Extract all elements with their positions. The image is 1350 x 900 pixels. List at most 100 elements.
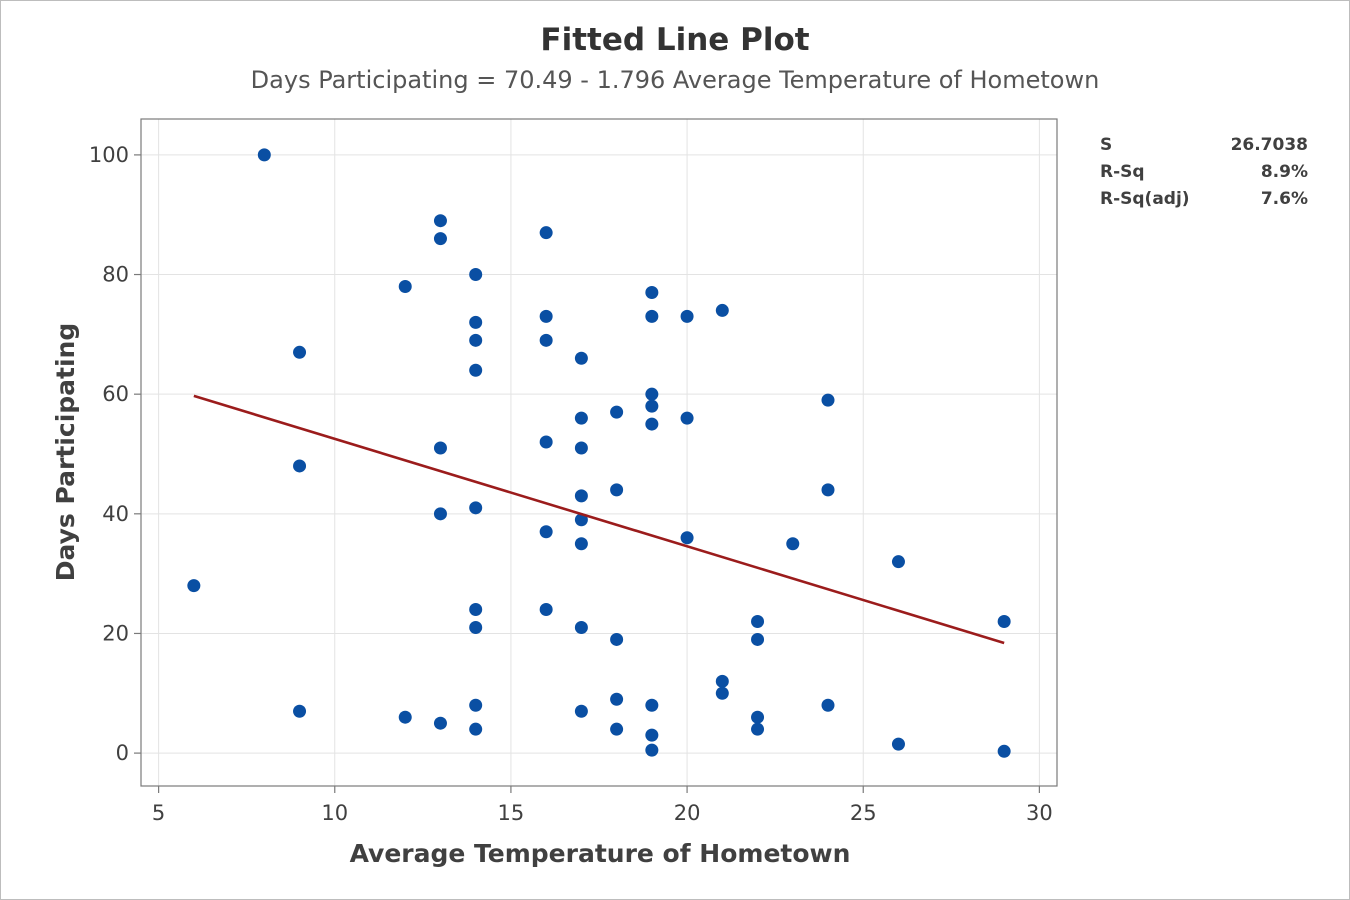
- data-point: [433, 716, 447, 730]
- model-summary: S 26.7038 R-Sq 8.9% R-Sq(adj) 7.6%: [1100, 132, 1308, 213]
- data-point: [751, 710, 765, 724]
- data-point: [645, 387, 659, 401]
- data-point: [293, 459, 307, 473]
- x-tick-label: 5: [152, 801, 165, 825]
- data-point: [715, 303, 729, 317]
- data-point: [574, 489, 588, 503]
- data-point: [469, 333, 483, 347]
- data-point: [574, 411, 588, 425]
- grid-lines: [141, 119, 1057, 786]
- y-tick-label: 20: [102, 621, 129, 645]
- data-point: [574, 620, 588, 634]
- data-point: [610, 632, 624, 646]
- y-tick-label: 100: [89, 143, 129, 167]
- data-point: [645, 399, 659, 413]
- data-point: [433, 441, 447, 455]
- data-point: [645, 728, 659, 742]
- data-point: [469, 363, 483, 377]
- data-point: [645, 698, 659, 712]
- y-axis-label: Days Participating: [51, 323, 80, 581]
- data-point: [574, 351, 588, 365]
- x-tick-label: 10: [321, 801, 348, 825]
- data-point: [539, 309, 553, 323]
- data-point: [539, 226, 553, 240]
- data-point: [891, 555, 905, 569]
- data-point: [891, 737, 905, 751]
- data-point: [469, 603, 483, 617]
- y-tick-label: 80: [102, 263, 129, 287]
- data-point: [293, 704, 307, 718]
- data-point: [574, 513, 588, 527]
- data-point: [645, 417, 659, 431]
- data-point: [469, 501, 483, 515]
- data-point: [680, 309, 694, 323]
- data-point: [821, 698, 835, 712]
- data-point: [433, 507, 447, 521]
- x-tick-label: 20: [674, 801, 701, 825]
- data-point: [469, 620, 483, 634]
- data-point: [257, 148, 271, 162]
- x-tick-label: 30: [1026, 801, 1053, 825]
- data-point: [539, 525, 553, 539]
- data-point: [398, 710, 412, 724]
- data-points: [187, 148, 1011, 758]
- x-axis-ticks: 5 10 15 20 25 30: [152, 786, 1053, 825]
- chart-subtitle: Days Participating = 70.49 - 1.796 Avera…: [250, 66, 1100, 94]
- data-point: [187, 579, 201, 593]
- data-point: [539, 435, 553, 449]
- data-point: [574, 704, 588, 718]
- data-point: [469, 722, 483, 736]
- x-tick-label: 15: [498, 801, 525, 825]
- data-point: [997, 614, 1011, 628]
- data-point: [574, 537, 588, 551]
- data-point: [469, 698, 483, 712]
- data-point: [751, 614, 765, 628]
- data-point: [645, 309, 659, 323]
- data-point: [786, 537, 800, 551]
- data-point: [610, 692, 624, 706]
- data-point: [821, 393, 835, 407]
- data-point: [680, 411, 694, 425]
- x-tick-label: 25: [850, 801, 877, 825]
- stat-label: S: [1100, 135, 1113, 155]
- data-point: [574, 441, 588, 455]
- data-point: [645, 743, 659, 757]
- data-point: [469, 268, 483, 282]
- data-point: [715, 674, 729, 688]
- stat-row-r-sq-adj: R-Sq(adj) 7.6%: [1100, 186, 1308, 213]
- stat-row-s: S 26.7038: [1100, 132, 1308, 159]
- chart-title: Fitted Line Plot: [540, 22, 810, 58]
- stat-label: R-Sq: [1100, 162, 1145, 182]
- data-point: [469, 315, 483, 329]
- data-point: [433, 232, 447, 246]
- stat-value: 7.6%: [1260, 189, 1308, 209]
- stat-row-r-sq: R-Sq 8.9%: [1100, 159, 1308, 186]
- plot-area: [140, 118, 1058, 787]
- data-point: [610, 405, 624, 419]
- y-tick-label: 40: [102, 502, 129, 526]
- data-point: [645, 285, 659, 299]
- x-axis-label: Average Temperature of Hometown: [350, 839, 851, 868]
- data-point: [680, 531, 694, 545]
- data-point: [751, 632, 765, 646]
- data-point: [433, 214, 447, 228]
- data-point: [539, 333, 553, 347]
- data-point: [539, 603, 553, 617]
- data-point: [751, 722, 765, 736]
- data-point: [610, 722, 624, 736]
- stat-value: 8.9%: [1260, 162, 1308, 182]
- data-point: [715, 686, 729, 700]
- stat-label: R-Sq(adj): [1100, 189, 1190, 209]
- y-tick-label: 60: [102, 382, 129, 406]
- stat-value: 26.7038: [1230, 135, 1308, 155]
- data-point: [997, 744, 1011, 758]
- data-point: [821, 483, 835, 497]
- y-tick-label: 0: [116, 741, 129, 765]
- fitted-line: [193, 394, 1005, 645]
- data-point: [398, 279, 412, 293]
- y-axis-ticks: 0 20 40 60 80 100: [89, 143, 141, 765]
- data-point: [610, 483, 624, 497]
- data-point: [293, 345, 307, 359]
